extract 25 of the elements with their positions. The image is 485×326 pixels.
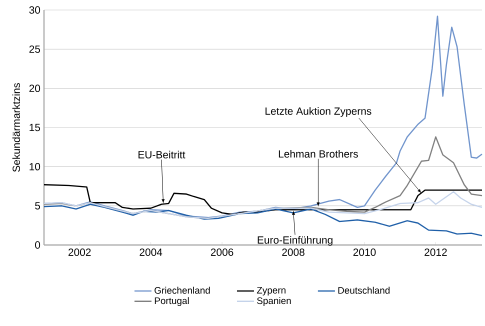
x-tick-label: 2006 (210, 248, 234, 256)
y-tick-label: 15 (30, 124, 40, 132)
legend-label: Deutschland (338, 286, 390, 294)
y-tick-label: 30 (29, 6, 40, 14)
y-axis-title: Sekundärmarktzins (12, 83, 20, 172)
annotation: Euro-Einführung (258, 236, 332, 246)
annotation: EU-Beitritt (138, 150, 186, 158)
y-tick-label: 5 (35, 202, 40, 210)
legend-label: Spanien (257, 297, 291, 306)
legend-label: Griechenland (154, 286, 210, 294)
y-tick-label: 0 (35, 241, 40, 249)
y-tick-label: 10 (30, 162, 40, 170)
x-tick-label: 2012 (424, 248, 447, 256)
legend-label: Zypern (256, 286, 286, 296)
y-tick-label: 25 (29, 45, 40, 53)
y-tick-label: 20 (29, 84, 40, 92)
line-series (43, 191, 483, 220)
x-tick-label: 2010 (353, 248, 376, 256)
x-tick-label: 2002 (68, 248, 91, 256)
annotation: Lehman Brothers (278, 150, 358, 158)
x-tick-label: 2004 (140, 248, 162, 256)
annotation: Letzte Auktion Zyperns (266, 107, 372, 117)
legend-label: Portugal (154, 297, 189, 306)
line-series (43, 204, 483, 236)
x-tick-label: 2008 (282, 248, 304, 256)
